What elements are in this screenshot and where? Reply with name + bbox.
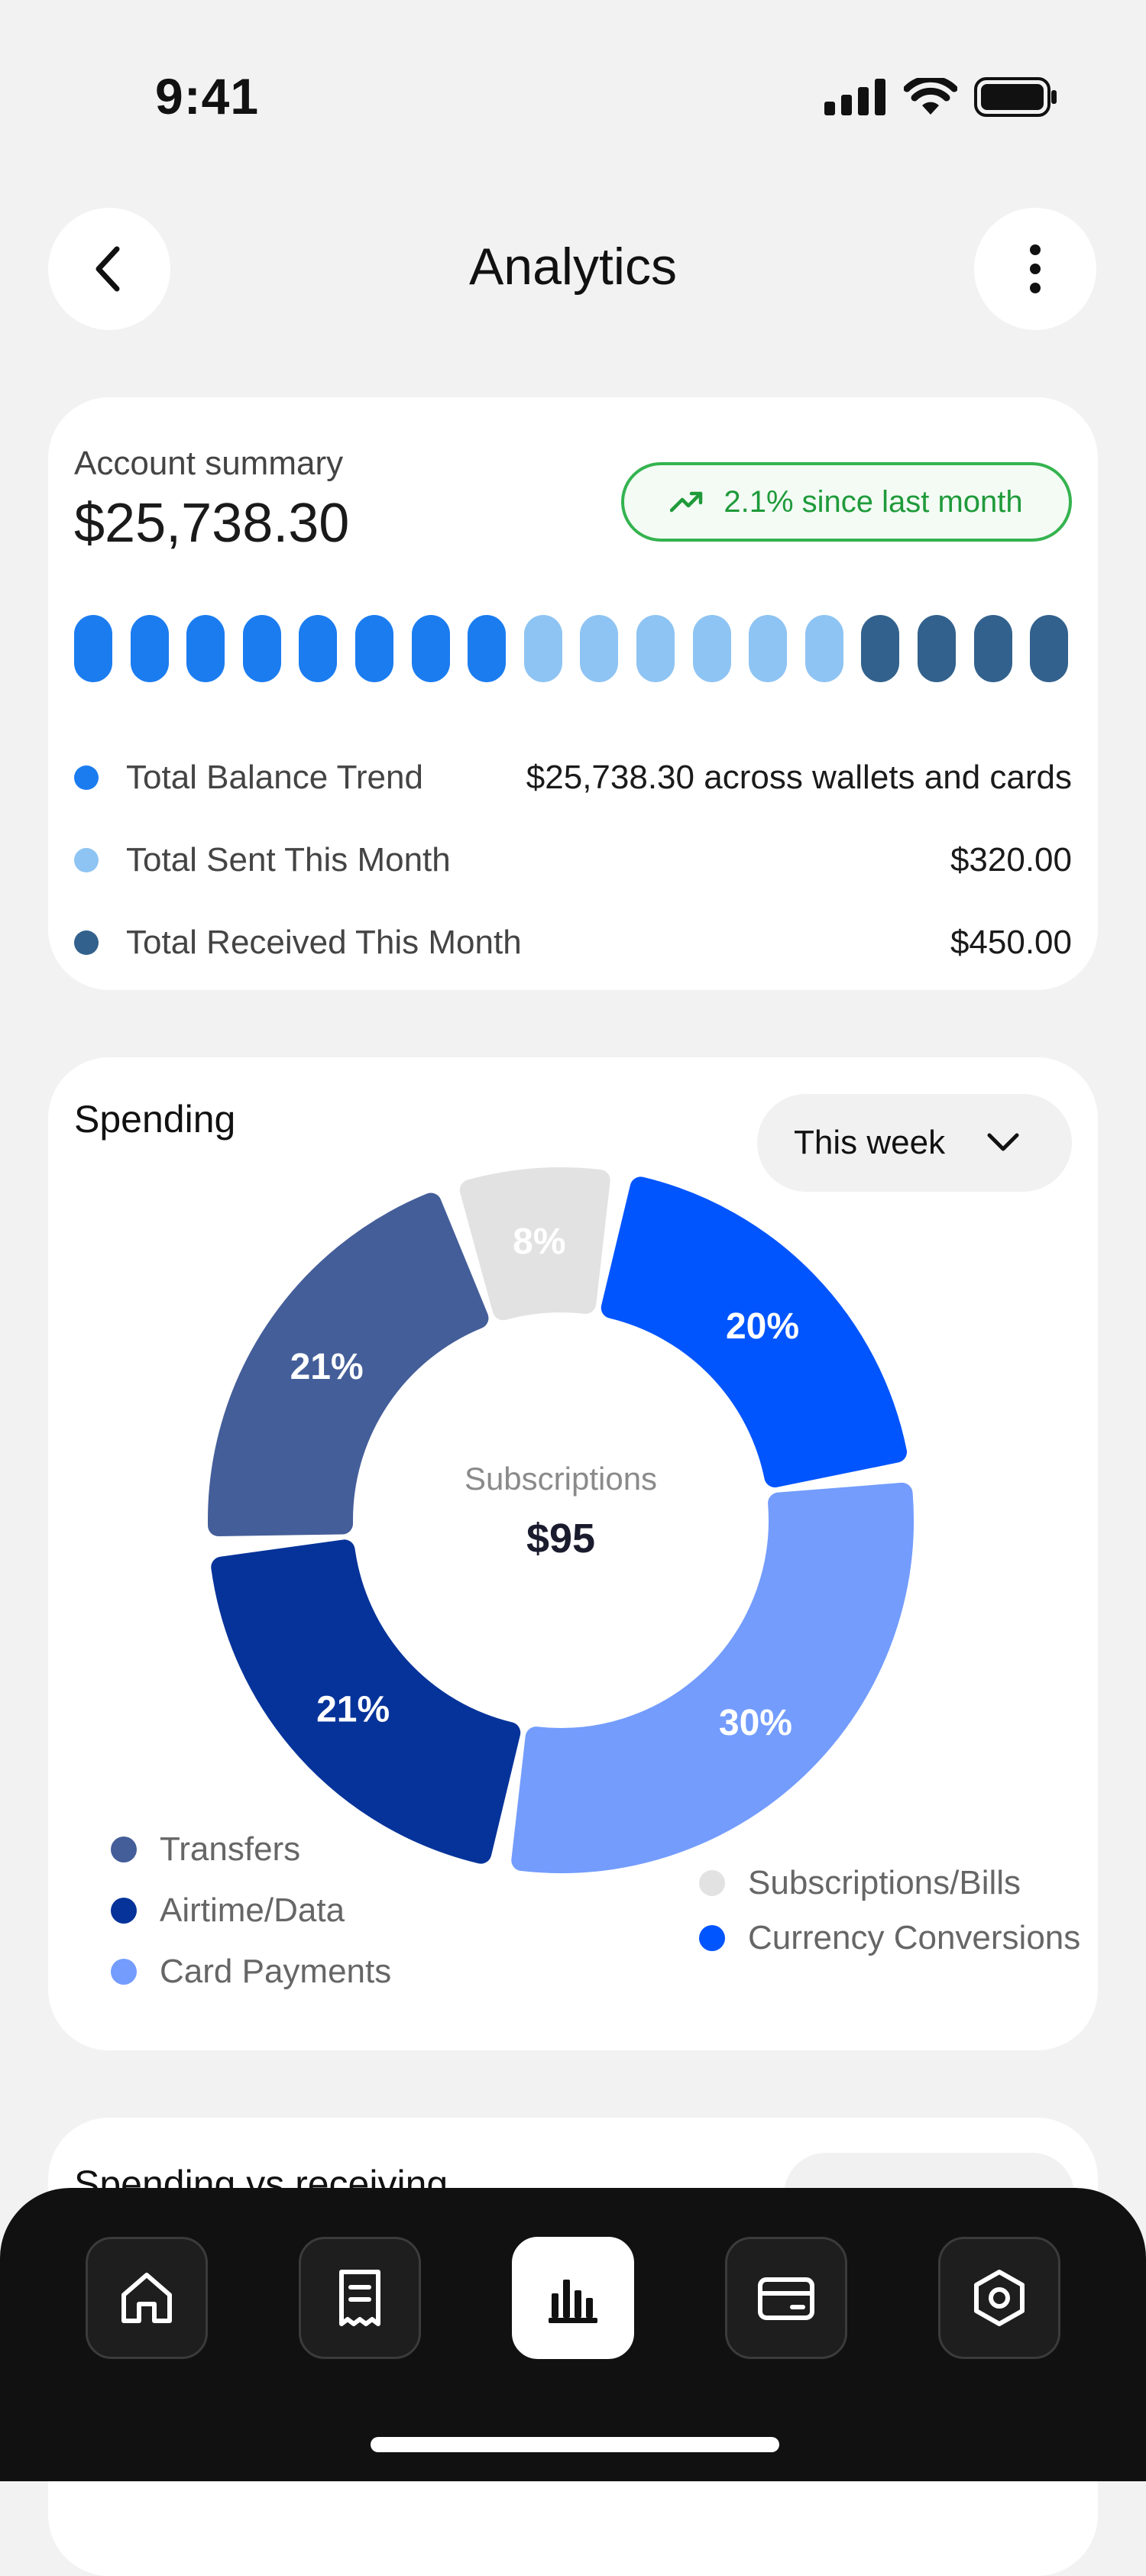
trend-bar — [299, 615, 338, 682]
legend-value: $450.00 — [950, 924, 1072, 961]
legend-label: Subscriptions/Bills — [748, 1864, 1021, 1901]
legend-label: Total Received This Month — [126, 924, 522, 961]
more-vertical-icon — [1030, 244, 1041, 293]
legend-row-sent: Total Sent This Month $320.00 — [74, 837, 1072, 883]
donut-slice[interactable] — [601, 1176, 908, 1487]
account-summary-card: Account summary $25,738.30 2.1% since la… — [48, 397, 1098, 990]
trend-bar — [636, 615, 675, 682]
trend-bar — [918, 615, 956, 682]
trend-bar — [523, 615, 562, 682]
more-options-button[interactable] — [974, 208, 1096, 330]
settings-icon — [974, 2270, 1025, 2326]
donut-slice-label: 8% — [513, 1222, 565, 1262]
legend-label: Card Payments — [160, 1953, 392, 1990]
summary-label: Account summary — [74, 445, 344, 482]
legend-value: $25,738.30 across wallets and cards — [526, 759, 1072, 796]
donut-slice-label: 30% — [719, 1703, 792, 1743]
home-indicator — [371, 2437, 779, 2452]
donut-slice-label: 20% — [726, 1306, 799, 1347]
battery-icon — [974, 77, 1057, 117]
signal-icon — [824, 79, 885, 115]
back-button[interactable] — [48, 208, 170, 330]
legend-label: Transfers — [160, 1830, 301, 1868]
legend-dot — [699, 1870, 725, 1896]
donut-slice-label: 21% — [290, 1347, 364, 1387]
spending-title: Spending — [74, 1098, 236, 1141]
donut-slice-label: 21% — [316, 1690, 390, 1730]
status-time: 9:41 — [155, 68, 260, 125]
trend-bar — [1030, 615, 1069, 682]
spending-card: 20% 30% 21% 21% 8% Subscriptions $95 Spending … — [48, 1057, 1098, 2050]
legend-dot — [111, 1959, 137, 1985]
trend-bar — [804, 615, 843, 682]
legend-dot — [74, 848, 99, 872]
pie-legend-currency: Currency Conversions — [699, 1919, 1080, 1957]
pie-legend-airtime: Airtime/Data — [111, 1892, 345, 1930]
legend-label: Airtime/Data — [160, 1892, 345, 1929]
growth-text: 2.1% since last month — [724, 484, 1023, 519]
tab-analytics[interactable] — [512, 2237, 634, 2359]
trend-bar — [74, 615, 112, 682]
pie-legend-card-payments: Card Payments — [111, 1953, 391, 1991]
pie-legend-transfers: Transfers — [111, 1830, 300, 1869]
wifi-icon — [904, 78, 957, 115]
legend-label: Currency Conversions — [748, 1919, 1081, 1956]
tab-home[interactable] — [86, 2237, 208, 2359]
trend-bar — [973, 615, 1012, 682]
tab-bar — [0, 2188, 1146, 2481]
donut-center-label: Subscriptions — [465, 1461, 657, 1497]
trend-bar — [580, 615, 619, 682]
chevron-left-icon — [96, 246, 120, 292]
growth-badge: 2.1% since last month — [621, 462, 1072, 542]
legend-row-balance: Total Balance Trend $25,738.30 across wa… — [74, 755, 1072, 801]
legend-row-received: Total Received This Month $450.00 — [74, 920, 1072, 966]
legend-dot — [699, 1925, 725, 1951]
period-select[interactable]: This week — [757, 1094, 1072, 1192]
trend-bar — [186, 615, 225, 682]
legend-dot — [74, 765, 99, 790]
period-select-value: This week — [794, 1124, 946, 1161]
legend-dot — [111, 1837, 137, 1862]
legend-label: Total Balance Trend — [126, 759, 423, 796]
donut-slice[interactable] — [511, 1482, 914, 1873]
donut-center-value: $95 — [526, 1516, 595, 1561]
status-icons — [824, 76, 1058, 118]
receipt-icon — [339, 2270, 380, 2326]
trend-bar — [411, 615, 450, 682]
legend-label: Total Sent This Month — [126, 841, 451, 879]
legend-value: $320.00 — [950, 841, 1072, 879]
trend-bar — [242, 615, 281, 682]
trend-bar — [749, 615, 788, 682]
legend-dot — [111, 1898, 137, 1924]
bar-chart-icon — [549, 2280, 597, 2323]
spending-donut-chart: 20% 30% 21% 21% 8% Subscriptions $95 — [208, 1167, 914, 1873]
legend-dot — [74, 930, 99, 955]
trend-bar — [130, 615, 169, 682]
chevron-down-icon — [987, 1133, 1019, 1151]
trend-bar — [468, 615, 507, 682]
pie-legend-subscriptions: Subscriptions/Bills — [699, 1864, 1021, 1902]
summary-amount: $25,738.30 — [74, 493, 350, 554]
wallet-icon — [758, 2277, 814, 2320]
page-title: Analytics — [468, 238, 678, 296]
trend-bar — [861, 615, 900, 682]
home-icon — [121, 2273, 172, 2323]
tab-settings[interactable] — [938, 2237, 1060, 2359]
trend-bar — [355, 615, 393, 682]
balance-trend-bars — [74, 615, 1072, 684]
donut-slice[interactable] — [211, 1539, 521, 1864]
donut-slice[interactable] — [459, 1167, 610, 1321]
trending-up-icon — [670, 491, 703, 513]
tab-cards[interactable] — [725, 2237, 847, 2359]
donut-slice[interactable] — [208, 1193, 489, 1537]
trend-bar — [692, 615, 731, 682]
tab-transactions[interactable] — [299, 2237, 421, 2359]
